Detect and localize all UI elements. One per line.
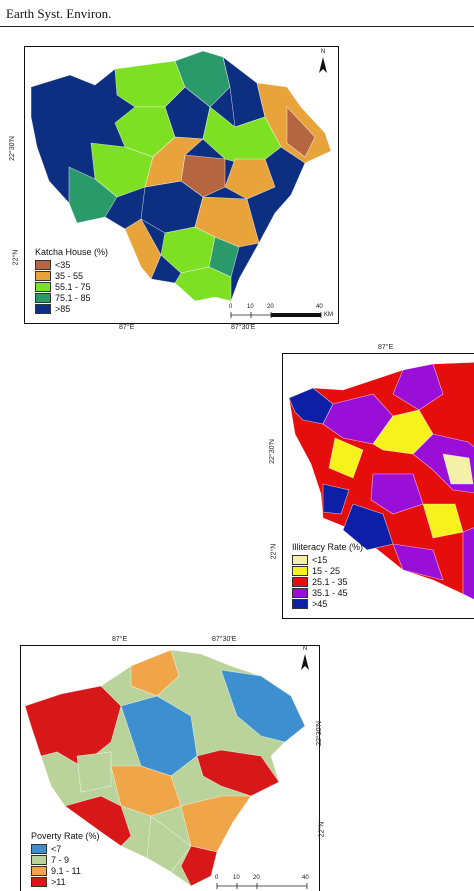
lat-label-top: 22°30'N xyxy=(8,136,16,161)
legend-item: 15 - 25 xyxy=(292,565,363,576)
scale-tick-1: 10 xyxy=(233,875,240,881)
legend-swatch xyxy=(31,843,47,854)
journal-header: Earth Syst. Environ. xyxy=(6,6,112,21)
scale-unit: KM xyxy=(324,312,333,318)
illiteracy-map: Illiteracy Rate (%) <15 15 - 25 25.1 - 3… xyxy=(282,353,474,619)
lat-label-bottom: 22°N xyxy=(12,249,20,266)
legend-label: <35 xyxy=(55,259,71,270)
scale-tick-2: 20 xyxy=(253,875,260,881)
poverty-map: N 0 10 20 40 Poverty Rate (%) <7 7 - 9 9… xyxy=(20,645,320,891)
legend-label: 7 - 9 xyxy=(51,854,70,865)
legend-label: 35 - 55 xyxy=(55,270,84,281)
legend-swatch xyxy=(31,854,47,865)
north-arrow-label: N xyxy=(320,49,326,55)
legend-label: >45 xyxy=(312,598,328,609)
legend-label: 25.1 - 35 xyxy=(312,576,348,587)
legend-swatch xyxy=(35,281,51,292)
lat-label-bottom: 22°N xyxy=(270,543,278,560)
scale-tick-3: 40 xyxy=(316,304,323,310)
legend-item: 75.1 - 85 xyxy=(35,292,108,303)
lat-label-top: 22°30'N xyxy=(268,439,276,464)
scale-tick-1: 10 xyxy=(247,304,254,310)
legend-item: <35 xyxy=(35,259,108,270)
legend-swatch xyxy=(292,587,308,598)
legend-title: Poverty Rate (%) xyxy=(31,831,100,841)
legend-title: Katcha House (%) xyxy=(35,247,109,257)
legend-item: 35 - 55 xyxy=(35,270,108,281)
legend-title: Illiteracy Rate (%) xyxy=(292,542,364,552)
poverty-map-svg xyxy=(24,649,309,889)
legend-label: >11 xyxy=(51,876,66,887)
header-rule xyxy=(0,26,474,27)
legend-label: >85 xyxy=(55,303,71,314)
north-arrow-label: N xyxy=(302,646,308,652)
legend-swatch xyxy=(292,576,308,587)
legend-swatch xyxy=(292,598,308,609)
lon-label-left: 87°E xyxy=(112,636,128,643)
legend-swatch xyxy=(35,259,51,270)
illiteracy-map-svg xyxy=(288,362,474,600)
legend-swatch xyxy=(292,565,308,576)
legend-item: 35.1 - 45 xyxy=(292,587,363,598)
legend-item: >45 xyxy=(292,598,363,609)
lon-label-left: 87°E xyxy=(119,324,135,331)
legend-label: 55.1 - 75 xyxy=(55,281,91,292)
legend-label: 15 - 25 xyxy=(312,565,341,576)
legend-swatch xyxy=(31,865,47,876)
legend-item: 7 - 9 xyxy=(31,854,100,865)
scale-tick-3: 40 xyxy=(302,875,309,881)
legend-item: 55.1 - 75 xyxy=(35,281,108,292)
scale-tick-0: 0 xyxy=(229,304,233,310)
katcha-map-svg xyxy=(30,50,332,318)
lat-label-bottom: 22°N xyxy=(318,821,326,838)
legend-swatch xyxy=(31,876,47,887)
legend-label: 75.1 - 85 xyxy=(55,292,91,303)
legend-swatch xyxy=(35,270,51,281)
scale-tick-0: 0 xyxy=(215,875,219,881)
poverty-legend: Poverty Rate (%) <7 7 - 9 9.1 - 11 >11 xyxy=(31,831,100,887)
legend-swatch xyxy=(35,303,51,314)
lon-label-right: 87°30'E xyxy=(231,324,256,331)
legend-label: <7 xyxy=(51,843,62,854)
katcha-house-map: N 0 10 20 40 KM Katcha House (%) <35 35 … xyxy=(24,46,339,324)
katcha-legend: Katcha House (%) <35 35 - 55 55.1 - 75 7… xyxy=(35,247,108,314)
legend-item: >85 xyxy=(35,303,108,314)
legend-item: <15 xyxy=(292,554,363,565)
legend-label: 35.1 - 45 xyxy=(312,587,348,598)
legend-item: <7 xyxy=(31,843,100,854)
legend-label: 9.1 - 11 xyxy=(51,865,81,876)
legend-label: <15 xyxy=(312,554,328,565)
legend-swatch xyxy=(292,554,308,565)
lat-label-top: 22°30'N xyxy=(315,721,323,746)
legend-swatch xyxy=(35,292,51,303)
illiteracy-legend: Illiteracy Rate (%) <15 15 - 25 25.1 - 3… xyxy=(292,542,363,609)
lon-label-right: 87°30'E xyxy=(212,636,237,643)
legend-item: 9.1 - 11 xyxy=(31,865,100,876)
lon-label-top: 87°E xyxy=(378,344,394,351)
legend-item: >11 xyxy=(31,876,100,887)
scale-tick-2: 20 xyxy=(267,304,274,310)
legend-item: 25.1 - 35 xyxy=(292,576,363,587)
